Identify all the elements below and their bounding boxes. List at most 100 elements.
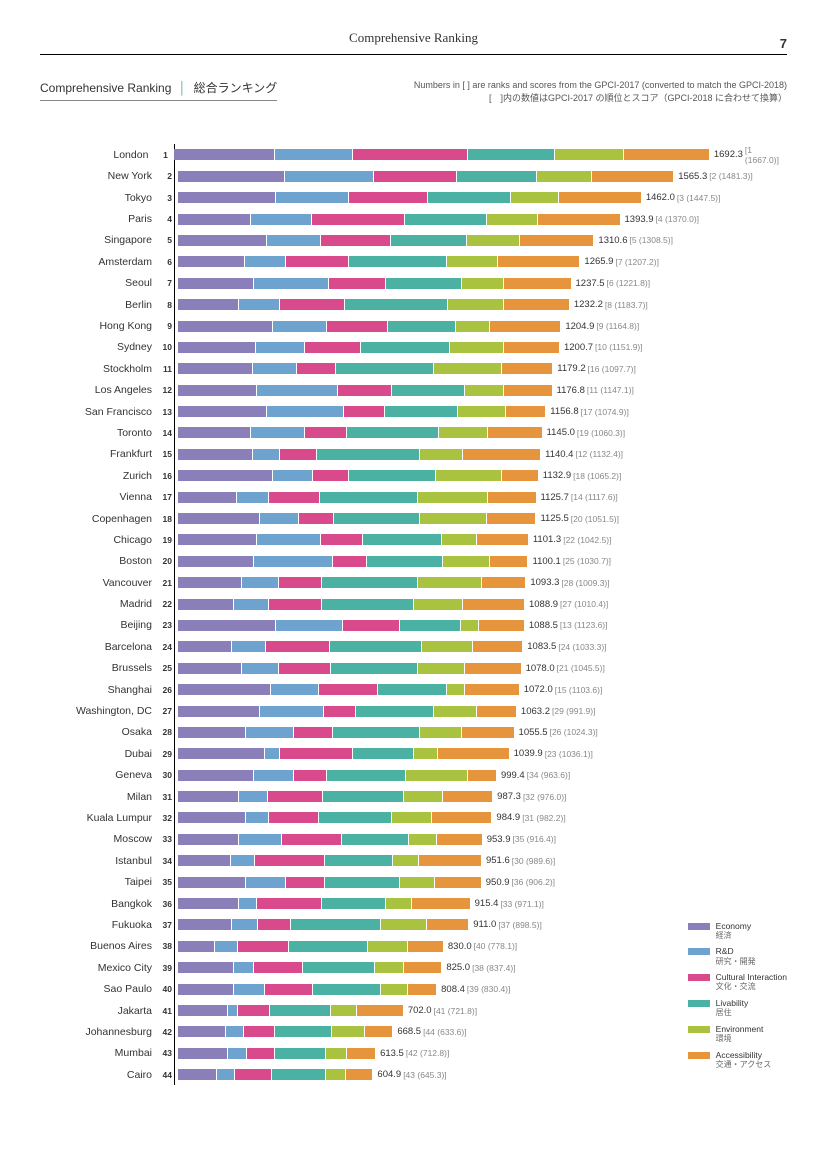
stacked-bar — [178, 577, 526, 588]
bar-segment-accessibility — [490, 321, 560, 332]
bar-segment-rd — [217, 1069, 234, 1080]
city-row: Stockholm111179.2[16 (1097.7)] — [40, 358, 787, 379]
bar-segment-environment — [400, 877, 434, 888]
bar-segment-accessibility — [427, 919, 468, 930]
bar-segment-livability — [391, 235, 466, 246]
bar-segment-rd — [234, 962, 253, 973]
stacked-bar — [178, 641, 523, 652]
stacked-bar — [178, 834, 483, 845]
previous-rank-score: [7 (1207.2)] — [613, 257, 658, 267]
stacked-bar — [178, 342, 560, 353]
bar-segment-livability — [345, 299, 447, 310]
subheader: Comprehensive Ranking │ 総合ランキング Numbers … — [40, 79, 787, 104]
city-rank: 11 — [156, 364, 178, 374]
stacked-bar — [178, 855, 482, 866]
previous-rank-score: [24 (1033.3)] — [556, 642, 606, 652]
bar-segment-culture — [324, 706, 355, 717]
city-rank: 21 — [156, 578, 178, 588]
bar-segment-accessibility — [488, 492, 535, 503]
legend-swatch — [688, 1000, 710, 1007]
subheader-left: Comprehensive Ranking │ 総合ランキング — [40, 79, 277, 101]
bar-segment-accessibility — [468, 770, 496, 781]
bar-segment-economy — [178, 342, 255, 353]
bar-segment-environment — [331, 1005, 356, 1016]
bar-segment-accessibility — [462, 727, 514, 738]
stacked-bar — [178, 962, 442, 973]
score-value: 953.9 — [483, 834, 511, 845]
previous-rank-score: [20 (1051.5)] — [569, 514, 619, 524]
city-row: Fukuoka37911.0[37 (898.5)] — [40, 914, 787, 935]
bar-segment-culture — [294, 727, 332, 738]
subheader-separator: │ — [175, 81, 191, 95]
bar-segment-economy — [178, 919, 231, 930]
city-rank: 6 — [156, 257, 178, 267]
score-value: 1176.8 — [553, 385, 585, 396]
bar-segment-environment — [447, 684, 464, 695]
bar-segment-rd — [254, 556, 332, 567]
city-rank: 30 — [156, 770, 178, 780]
score-value: 1179.2 — [553, 363, 585, 374]
score-value: 830.0 — [444, 941, 472, 952]
bar-segment-rd — [257, 385, 337, 396]
bar-segment-livability — [336, 363, 433, 374]
bar-segment-rd — [265, 748, 279, 759]
score-value: 1200.7 — [560, 342, 593, 353]
city-name: Copenhagen — [40, 513, 156, 525]
bar-segment-accessibility — [559, 192, 641, 203]
bar-segment-livability — [349, 256, 446, 267]
city-rank: 35 — [156, 877, 178, 887]
bar-segment-economy — [178, 427, 250, 438]
stacked-bar — [178, 235, 594, 246]
score-value: 1055.5 — [515, 727, 548, 738]
city-name: Bangkok — [40, 898, 156, 910]
bar-segment-livability — [291, 919, 380, 930]
score-value: 1145.0 — [543, 427, 575, 438]
city-row: Toronto141145.0[19 (1060.3)] — [40, 422, 787, 443]
city-name: Chicago — [40, 534, 156, 546]
score-value: 1204.9 — [561, 321, 594, 332]
city-name: Hong Kong — [40, 320, 156, 332]
city-name: Dubai — [40, 748, 156, 760]
city-row: Washington, DC271063.2[29 (991.9)] — [40, 700, 787, 721]
legend-swatch — [688, 974, 710, 981]
bar-segment-accessibility — [463, 599, 524, 610]
bar-segment-economy — [178, 406, 266, 417]
previous-rank-score: [37 (898.5)] — [496, 920, 541, 930]
score-value: 1565.3 — [674, 171, 707, 182]
city-name: Zurich — [40, 470, 156, 482]
bar-segment-livability — [319, 812, 391, 823]
city-name: Toronto — [40, 427, 156, 439]
stacked-bar — [178, 492, 537, 503]
city-name: Frankfurt — [40, 448, 156, 460]
legend-swatch — [688, 1026, 710, 1033]
city-rank: 7 — [156, 278, 178, 288]
bar-segment-accessibility — [520, 235, 594, 246]
city-rank: 42 — [156, 1027, 178, 1037]
stacked-bar — [178, 534, 529, 545]
ranking-chart: London11692.3[1 (1667.0)]New York21565.3… — [40, 144, 787, 1085]
previous-rank-score: [44 (633.6)] — [421, 1027, 466, 1037]
bar-segment-accessibility — [479, 620, 524, 631]
bar-segment-environment — [465, 385, 503, 396]
city-name: Osaka — [40, 726, 156, 738]
bar-segment-rd — [285, 171, 373, 182]
bar-segment-rd — [242, 577, 278, 588]
bar-segment-rd — [239, 834, 281, 845]
bar-segment-rd — [226, 1026, 243, 1037]
bar-segment-livability — [378, 684, 445, 695]
bar-segment-livability — [275, 1048, 325, 1059]
stacked-bar — [178, 684, 520, 695]
stacked-bar — [178, 877, 482, 888]
city-name: Brussels — [40, 662, 156, 674]
bar-segment-environment — [443, 556, 488, 567]
previous-rank-score: [31 (982.2)] — [520, 813, 565, 823]
bar-segment-accessibility — [538, 214, 619, 225]
bar-segment-livability — [289, 941, 367, 952]
city-row: Mexico City39825.0[38 (837.4)] — [40, 957, 787, 978]
bar-segment-accessibility — [408, 941, 442, 952]
bar-segment-environment — [420, 449, 462, 460]
legend-label: Cultural Interaction文化・交流 — [716, 972, 787, 992]
city-row: Buenos Aires38830.0[40 (778.1)] — [40, 936, 787, 957]
city-name: Istanbul — [40, 855, 156, 867]
city-name: Shanghai — [40, 684, 156, 696]
